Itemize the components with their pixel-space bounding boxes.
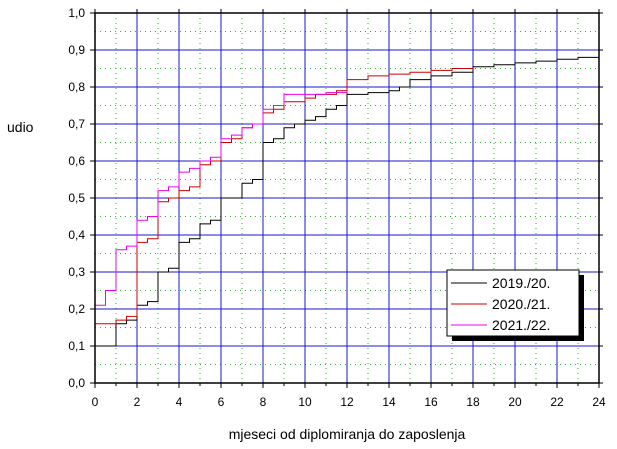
legend-label: 2019./20.: [492, 275, 550, 291]
series-line: [94, 90, 348, 383]
y-tick-label: 0,7: [68, 117, 85, 131]
legend-label: 2021./22.: [492, 317, 550, 333]
x-axis-title: mjeseci od diplomiranja do zaposlenja: [229, 426, 466, 442]
y-axis-title: udio: [7, 119, 34, 135]
tick-labels: 0 2 4 6 8 10 12 14 16 18 20 22 240,00,10,20,30,40,50…: [68, 6, 606, 409]
x-tick-label: 18: [466, 395, 480, 409]
x-tick-label: 2: [134, 395, 141, 409]
x-tick-label: 4: [176, 395, 183, 409]
x-tick-label: 6: [218, 395, 225, 409]
x-tick-label: 22: [550, 395, 564, 409]
x-tick-label: 14: [382, 395, 396, 409]
x-tick-label: 0: [92, 395, 99, 409]
x-tick-label: 8: [260, 395, 267, 409]
series-lines: [94, 55, 600, 383]
y-tick-label: 0,2: [68, 302, 85, 316]
y-tick-label: 1,0: [68, 6, 85, 20]
y-tick-label: 0,0: [68, 376, 85, 390]
y-tick-label: 0,1: [68, 339, 85, 353]
x-tick-label: 24: [592, 395, 606, 409]
axes: [90, 9, 603, 388]
series-line: [94, 68, 473, 383]
x-tick-label: 12: [340, 395, 354, 409]
y-tick-label: 0,3: [68, 265, 85, 279]
x-tick-label: 10: [298, 395, 312, 409]
x-tick-label: 20: [508, 395, 522, 409]
x-tick-label: 16: [424, 395, 438, 409]
y-tick-label: 0,6: [68, 154, 85, 168]
legend: 2019./20. 2020./21. 2021./22.: [446, 269, 584, 341]
y-tick-label: 0,5: [68, 191, 85, 205]
y-tick-label: 0,4: [68, 228, 85, 242]
legend-label: 2020./21.: [492, 296, 550, 312]
y-tick-label: 0,8: [68, 80, 85, 94]
series-line: [94, 55, 600, 383]
y-tick-label: 0,9: [68, 43, 85, 57]
